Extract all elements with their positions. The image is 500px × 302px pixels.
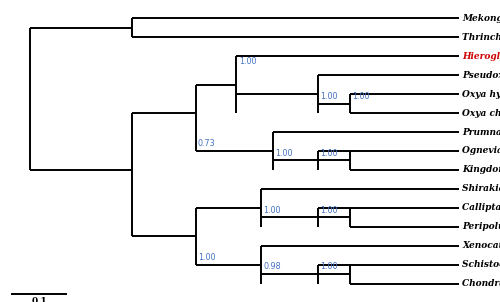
- Text: 0.73: 0.73: [198, 139, 216, 148]
- Text: Chondracris rosea: Chondracris rosea: [462, 279, 500, 288]
- Text: Mekongiella kingdoni: Mekongiella kingdoni: [462, 14, 500, 23]
- Text: Calliptamus italicus: Calliptamus italicus: [462, 204, 500, 212]
- Text: Shirakiacris shirakii: Shirakiacris shirakii: [462, 185, 500, 194]
- Text: 1.00: 1.00: [320, 206, 338, 214]
- Text: Oxya hyla intricata: Oxya hyla intricata: [462, 90, 500, 98]
- Text: 1.00: 1.00: [275, 149, 292, 158]
- Text: Thrinchus schrenkii: Thrinchus schrenkii: [462, 33, 500, 42]
- Text: 1.00: 1.00: [320, 149, 338, 158]
- Text: Kingdonella bicollina: Kingdonella bicollina: [462, 165, 500, 175]
- Text: Peripolus nepalensis: Peripolus nepalensis: [462, 222, 500, 231]
- Text: 0.98: 0.98: [264, 262, 281, 271]
- Text: 0.1: 0.1: [31, 297, 47, 302]
- Text: Oxya chinensis: Oxya chinensis: [462, 108, 500, 117]
- Text: Ognevia longipennis: Ognevia longipennis: [462, 146, 500, 156]
- Text: 1.00: 1.00: [198, 253, 216, 262]
- Text: Hieroglyphus tonkinensis: Hieroglyphus tonkinensis: [462, 52, 500, 61]
- Text: 1.00: 1.00: [238, 57, 256, 66]
- Text: 1.00: 1.00: [320, 262, 338, 271]
- Text: Schistocerca gregaria gregaria: Schistocerca gregaria gregaria: [462, 260, 500, 269]
- Text: Pseudoxya diminuta: Pseudoxya diminuta: [462, 71, 500, 80]
- Text: 1.00: 1.00: [352, 92, 370, 101]
- Text: 1.00: 1.00: [320, 92, 338, 101]
- Text: Prumna arctica: Prumna arctica: [462, 127, 500, 137]
- Text: 1.00: 1.00: [264, 206, 281, 214]
- Text: Xenocatantops brachycerus: Xenocatantops brachycerus: [462, 241, 500, 250]
